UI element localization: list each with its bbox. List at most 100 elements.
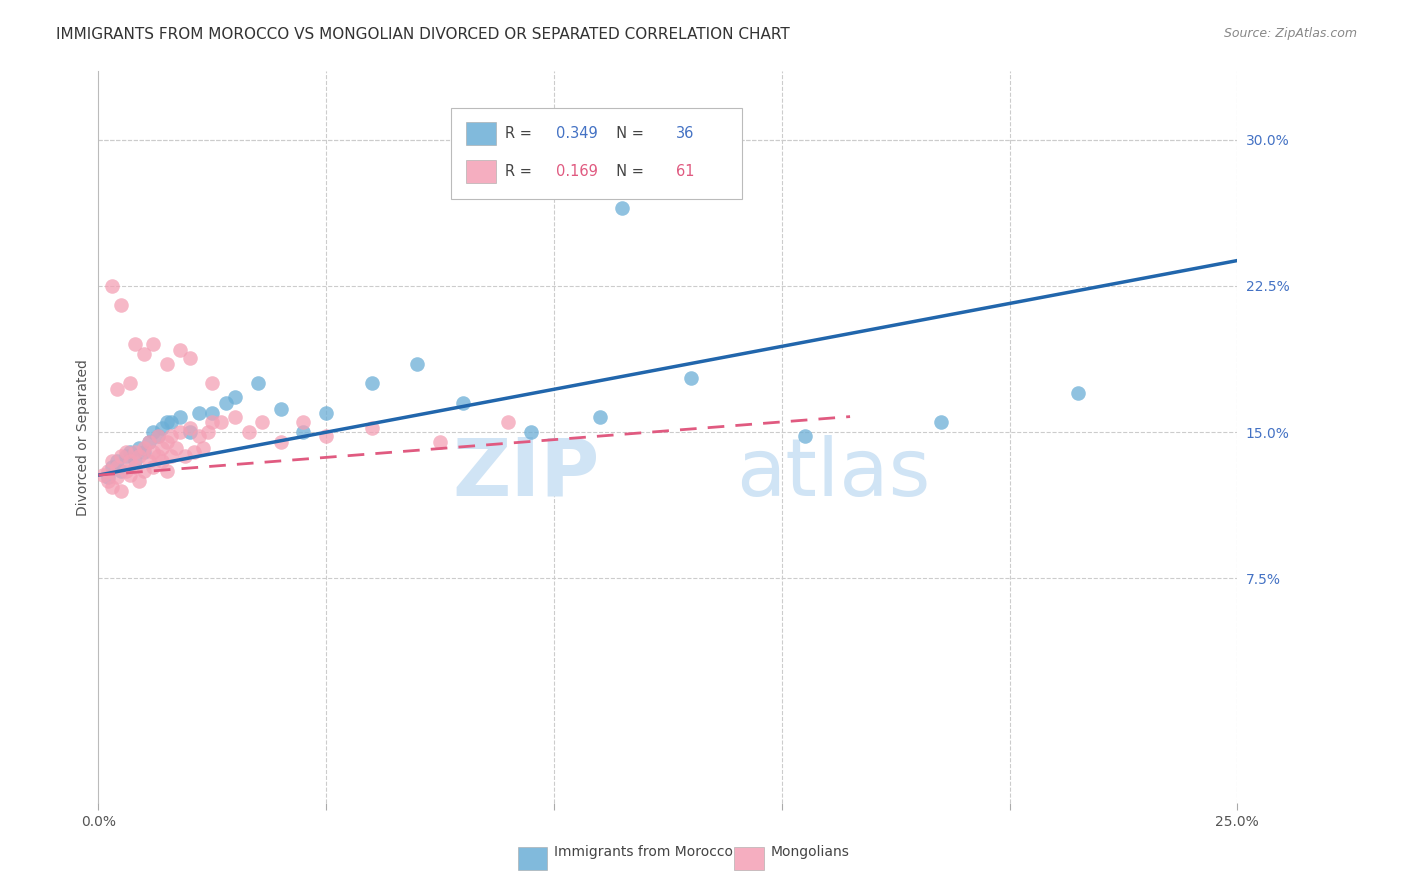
Point [105, 454, 128, 468]
Point [132, 441, 155, 455]
Point [138, 454, 160, 468]
Point [169, 409, 191, 424]
Point [793, 429, 815, 443]
Point [215, 396, 238, 410]
Point [201, 376, 224, 391]
Point [179, 425, 201, 440]
Point [110, 464, 132, 478]
Point [105, 460, 128, 475]
Point [193, 441, 215, 455]
Point [132, 444, 155, 458]
Text: IMMIGRANTS FROM MOROCCO VS MONGOLIAN DIVORCED OR SEPARATED CORRELATION CHART: IMMIGRANTS FROM MOROCCO VS MONGOLIAN DIV… [56, 27, 790, 42]
Text: Source: ZipAtlas.com: Source: ZipAtlas.com [1223, 27, 1357, 40]
Text: R =: R = [505, 164, 537, 179]
Point [246, 376, 269, 391]
Point [124, 460, 146, 475]
Point [183, 444, 205, 458]
Point [120, 468, 142, 483]
Point [96, 470, 118, 484]
Point [128, 449, 150, 463]
Text: Immigrants from Morocco: Immigrants from Morocco [554, 845, 733, 859]
Point [292, 425, 315, 440]
Point [138, 434, 160, 449]
Point [156, 464, 179, 478]
Point [270, 434, 292, 449]
Point [150, 454, 173, 468]
Point [110, 449, 132, 463]
Text: N =: N = [607, 164, 650, 179]
Point [156, 416, 179, 430]
FancyBboxPatch shape [734, 847, 763, 870]
Point [142, 425, 165, 440]
Point [165, 441, 187, 455]
Text: 0.169: 0.169 [557, 164, 598, 179]
Point [142, 337, 165, 351]
Point [101, 279, 124, 293]
Point [588, 409, 610, 424]
FancyBboxPatch shape [467, 122, 496, 145]
Point [142, 460, 165, 475]
Point [679, 370, 702, 384]
Point [120, 376, 142, 391]
Point [114, 449, 136, 463]
Point [128, 441, 150, 455]
Point [174, 449, 197, 463]
Text: atlas: atlas [737, 434, 931, 513]
Text: R =: R = [505, 126, 537, 141]
Point [315, 429, 337, 443]
Point [451, 396, 474, 410]
Point [156, 357, 179, 371]
Point [179, 421, 201, 435]
Point [124, 444, 146, 458]
Point [224, 409, 246, 424]
Point [110, 483, 132, 498]
Point [146, 429, 169, 443]
Point [612, 201, 634, 215]
Point [114, 444, 136, 458]
Point [160, 429, 183, 443]
Point [120, 454, 142, 468]
Point [124, 337, 146, 351]
FancyBboxPatch shape [451, 108, 742, 200]
Point [132, 464, 155, 478]
Point [201, 406, 224, 420]
Point [101, 480, 124, 494]
Point [96, 474, 118, 488]
Y-axis label: Divorced or Separated: Divorced or Separated [76, 359, 90, 516]
Point [105, 382, 128, 396]
Point [429, 434, 451, 449]
Point [209, 416, 232, 430]
FancyBboxPatch shape [517, 847, 547, 870]
Text: ZIP: ZIP [453, 434, 599, 513]
Text: N =: N = [607, 126, 650, 141]
Point [150, 441, 173, 455]
Point [201, 416, 224, 430]
Point [929, 416, 952, 430]
Point [150, 421, 173, 435]
Point [110, 298, 132, 312]
Point [169, 343, 191, 358]
Point [169, 425, 191, 440]
Point [406, 357, 429, 371]
Point [120, 444, 142, 458]
Point [96, 464, 118, 478]
Point [270, 401, 292, 416]
Point [138, 434, 160, 449]
Text: 0.349: 0.349 [557, 126, 598, 141]
Point [224, 390, 246, 404]
Point [1067, 386, 1090, 401]
Text: Mongolians: Mongolians [770, 845, 849, 859]
Point [179, 351, 201, 365]
Point [142, 444, 165, 458]
Point [520, 425, 543, 440]
Text: 61: 61 [676, 164, 695, 179]
Point [114, 464, 136, 478]
Point [146, 449, 169, 463]
Point [315, 406, 337, 420]
Text: 36: 36 [676, 126, 695, 141]
Point [91, 468, 114, 483]
Point [132, 347, 155, 361]
Point [101, 454, 124, 468]
Point [498, 416, 520, 430]
Point [292, 416, 315, 430]
